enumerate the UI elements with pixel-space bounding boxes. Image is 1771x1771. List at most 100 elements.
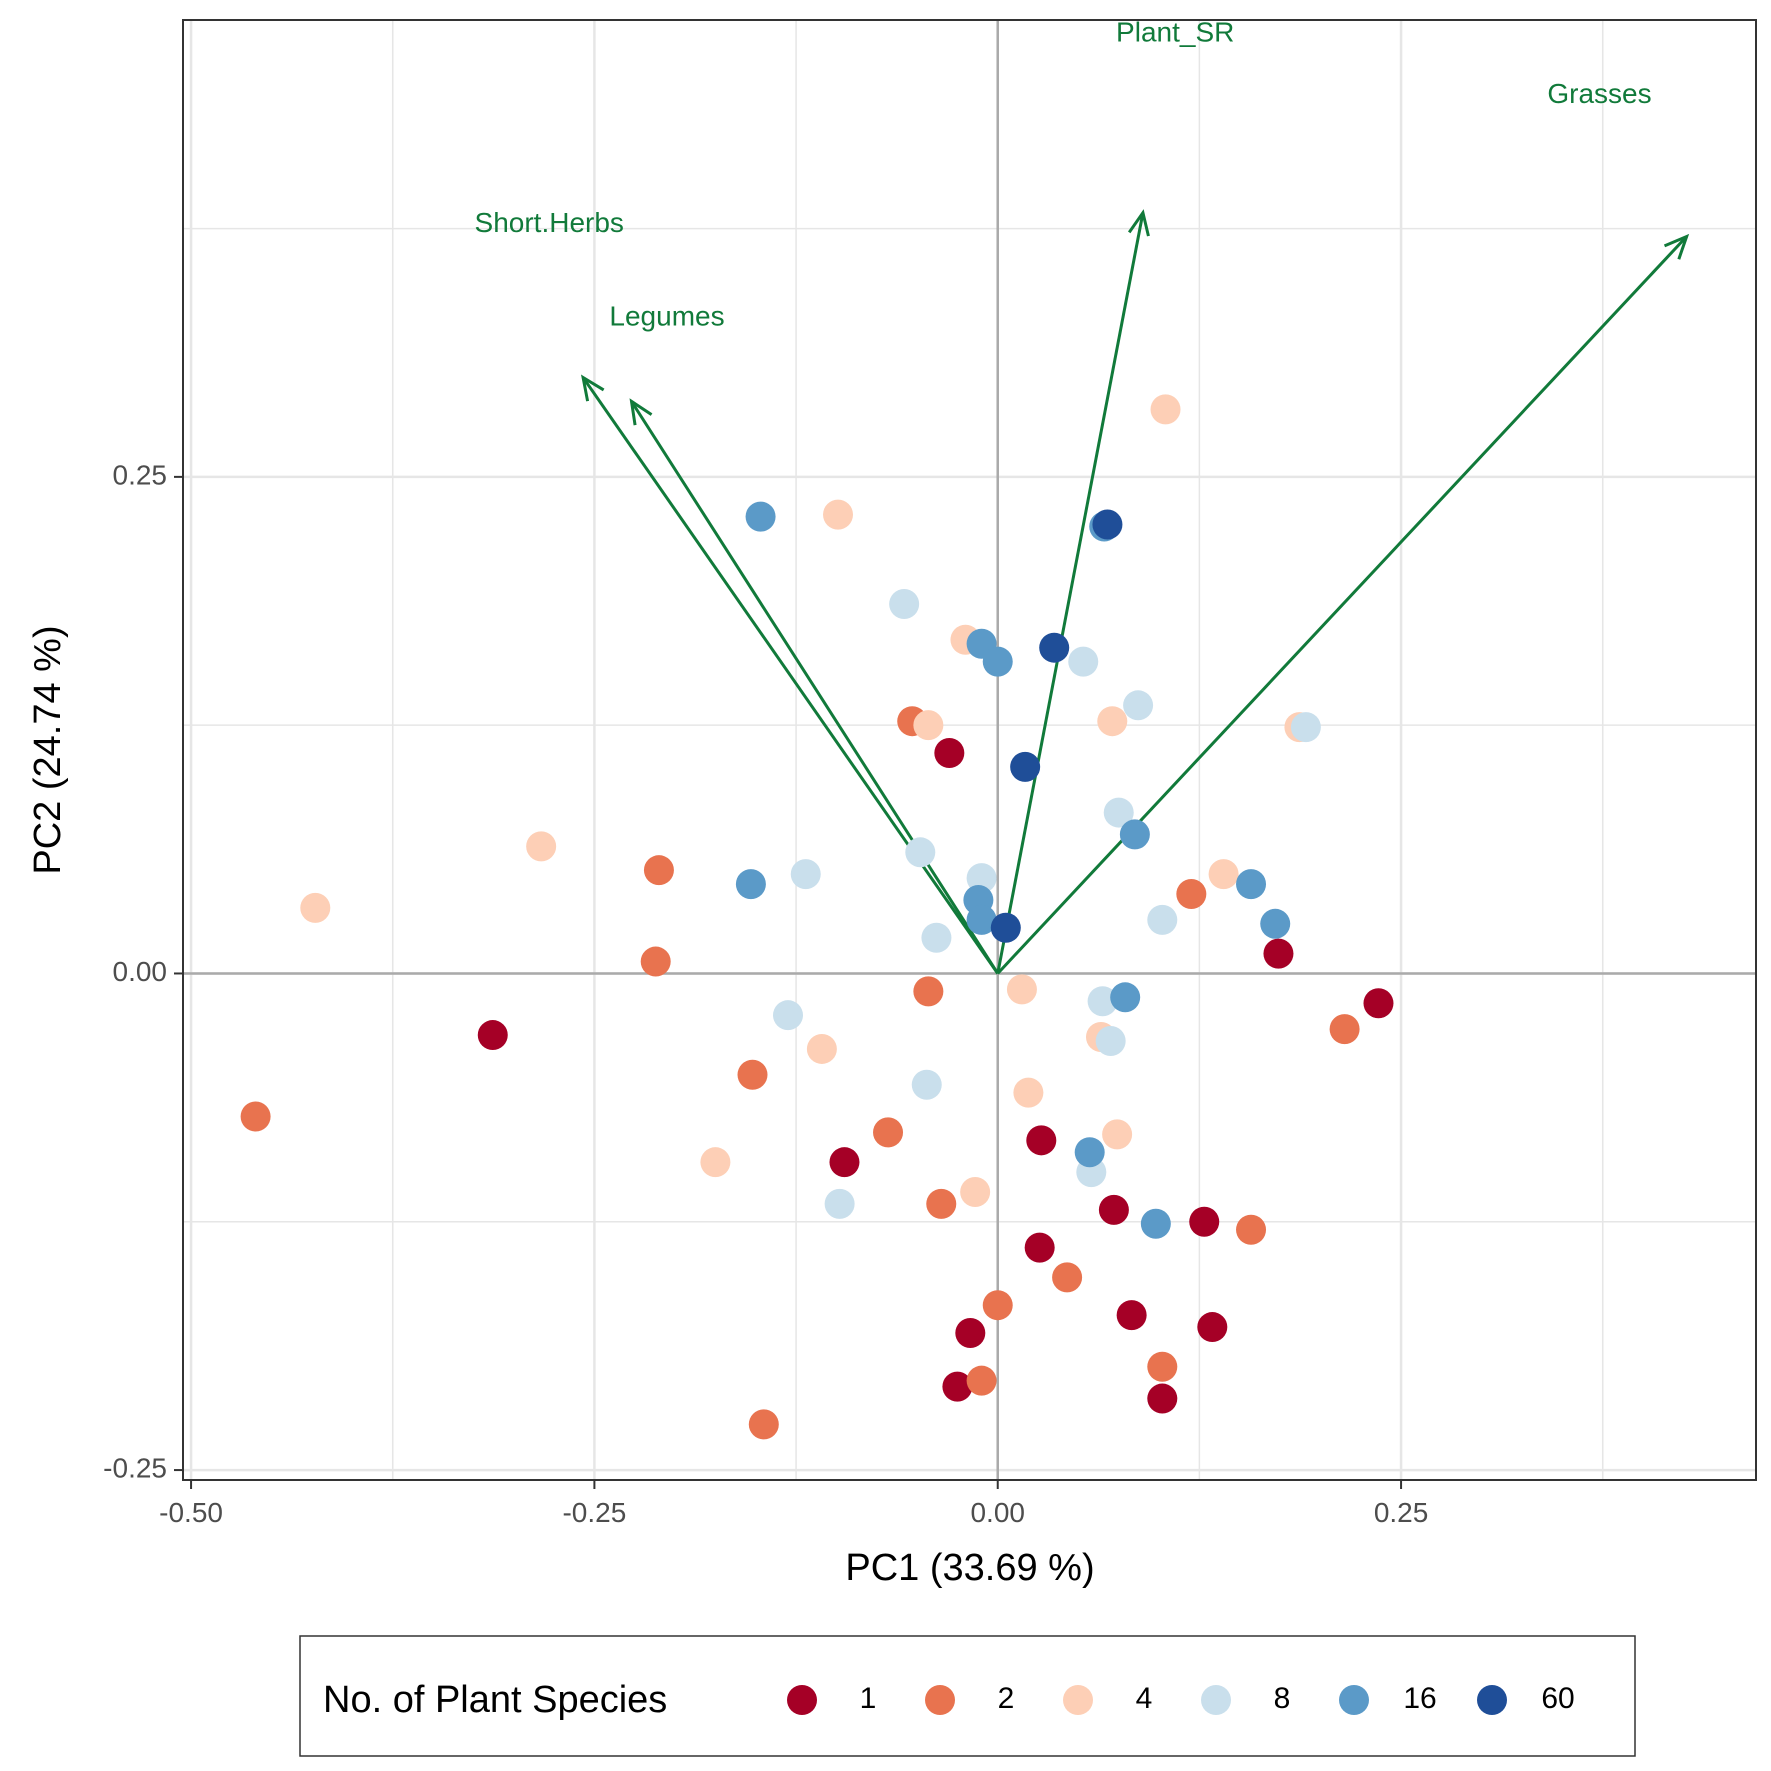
legend-label: 4 bbox=[1136, 1682, 1153, 1715]
data-point bbox=[1119, 819, 1150, 850]
arrow-shaft bbox=[996, 212, 1145, 974]
data-point bbox=[1123, 690, 1154, 721]
data-point bbox=[1363, 988, 1394, 1019]
data-point bbox=[1010, 751, 1041, 782]
data-points bbox=[240, 394, 1394, 1440]
x-tick-label: 0.00 bbox=[970, 1497, 1025, 1528]
data-point bbox=[829, 1147, 860, 1178]
data-point bbox=[942, 1371, 973, 1402]
data-point bbox=[905, 837, 936, 868]
y-tick-label: 0.25 bbox=[113, 459, 168, 490]
legend-label: 8 bbox=[1274, 1682, 1291, 1715]
data-point bbox=[911, 1069, 942, 1100]
data-point bbox=[1116, 1300, 1147, 1331]
x-tick-label: 0.25 bbox=[1374, 1497, 1429, 1528]
data-point bbox=[1290, 712, 1321, 743]
data-point bbox=[477, 1020, 508, 1051]
data-point bbox=[1103, 797, 1134, 828]
data-point bbox=[773, 1000, 803, 1031]
plot-panel-border bbox=[182, 19, 1757, 1481]
data-point bbox=[1140, 1208, 1171, 1239]
legend-swatch bbox=[1339, 1685, 1369, 1715]
data-point bbox=[790, 859, 821, 890]
data-point bbox=[526, 831, 557, 862]
data-point bbox=[700, 1147, 731, 1178]
data-point bbox=[735, 869, 766, 900]
data-point bbox=[640, 946, 671, 977]
data-point bbox=[1260, 908, 1291, 939]
data-point bbox=[955, 1318, 986, 1349]
axis-ticks: -0.50 -0.25 0.00 0.25 -0.25 0.00 0.25 bbox=[103, 459, 1428, 1528]
data-point bbox=[1039, 632, 1070, 663]
data-point bbox=[1102, 1119, 1133, 1150]
data-point bbox=[1097, 706, 1128, 737]
data-point bbox=[873, 1117, 904, 1148]
data-point bbox=[913, 710, 944, 741]
y-axis-title: PC2 (24.74 %) bbox=[27, 625, 69, 874]
zero-lines bbox=[183, 20, 1756, 1480]
arrow-head bbox=[1127, 209, 1150, 237]
arrow-label: Short.Herbs bbox=[475, 207, 624, 238]
arrow-shaft bbox=[630, 400, 999, 975]
data-point bbox=[1095, 1026, 1126, 1057]
data-point bbox=[966, 1365, 997, 1396]
arrow-head bbox=[1663, 233, 1690, 260]
legend-items: 1 2 4 8 16 60 bbox=[787, 1682, 1575, 1715]
data-point bbox=[1189, 1206, 1220, 1237]
arrow-head bbox=[581, 374, 605, 402]
arrow-head bbox=[629, 398, 653, 426]
data-point bbox=[982, 646, 1013, 677]
data-point bbox=[1052, 1262, 1083, 1293]
arrow-label: Legumes bbox=[609, 300, 724, 331]
data-point bbox=[1147, 1351, 1178, 1382]
data-point bbox=[913, 976, 944, 1007]
arrow-shaft bbox=[581, 376, 999, 975]
data-point bbox=[1236, 1214, 1267, 1245]
data-point bbox=[926, 1188, 957, 1219]
data-point bbox=[1013, 1077, 1044, 1108]
x-axis-title: PC1 (33.69 %) bbox=[845, 1547, 1094, 1589]
data-point bbox=[1068, 646, 1099, 677]
data-point bbox=[1006, 974, 1037, 1005]
data-point bbox=[982, 1290, 1013, 1321]
data-point bbox=[1208, 859, 1239, 890]
data-point bbox=[643, 855, 674, 886]
data-point bbox=[990, 912, 1021, 943]
y-tick-label: -0.25 bbox=[103, 1452, 167, 1483]
legend-swatch bbox=[1201, 1685, 1231, 1715]
data-point bbox=[300, 892, 331, 923]
data-point bbox=[889, 589, 920, 619]
legend-swatch bbox=[1477, 1685, 1507, 1715]
legend-swatch bbox=[925, 1685, 955, 1715]
data-point bbox=[1074, 1137, 1105, 1168]
data-point bbox=[934, 737, 965, 768]
data-point bbox=[737, 1059, 768, 1090]
data-point bbox=[1092, 509, 1123, 540]
data-point bbox=[1176, 879, 1207, 910]
data-point bbox=[1263, 938, 1294, 969]
arrow-label: Grasses bbox=[1547, 78, 1651, 109]
data-point bbox=[1024, 1232, 1055, 1263]
data-point bbox=[1026, 1125, 1057, 1156]
arrow-shaft bbox=[996, 235, 1688, 975]
data-point bbox=[1150, 394, 1181, 425]
loading-arrows: Plant_SR Grasses Short.Herbs Legumes bbox=[475, 16, 1690, 975]
legend: No. of Plant Species 1 2 4 8 16 60 bbox=[299, 1635, 1636, 1757]
data-point bbox=[806, 1033, 837, 1064]
legend-swatch bbox=[1063, 1685, 1093, 1715]
data-point bbox=[1329, 1014, 1360, 1045]
legend-title: No. of Plant Species bbox=[323, 1679, 667, 1721]
legend-box bbox=[299, 1635, 1636, 1757]
data-point bbox=[748, 1409, 779, 1440]
data-point bbox=[240, 1101, 271, 1132]
data-point bbox=[960, 1176, 991, 1207]
x-tick-label: -0.50 bbox=[159, 1497, 223, 1528]
data-point bbox=[823, 499, 854, 530]
data-point bbox=[1236, 869, 1267, 900]
arrow-label: Plant_SR bbox=[1116, 16, 1234, 47]
data-point bbox=[1110, 982, 1141, 1013]
data-point bbox=[1147, 1383, 1178, 1414]
legend-label: 16 bbox=[1403, 1682, 1436, 1715]
data-point bbox=[966, 904, 997, 935]
